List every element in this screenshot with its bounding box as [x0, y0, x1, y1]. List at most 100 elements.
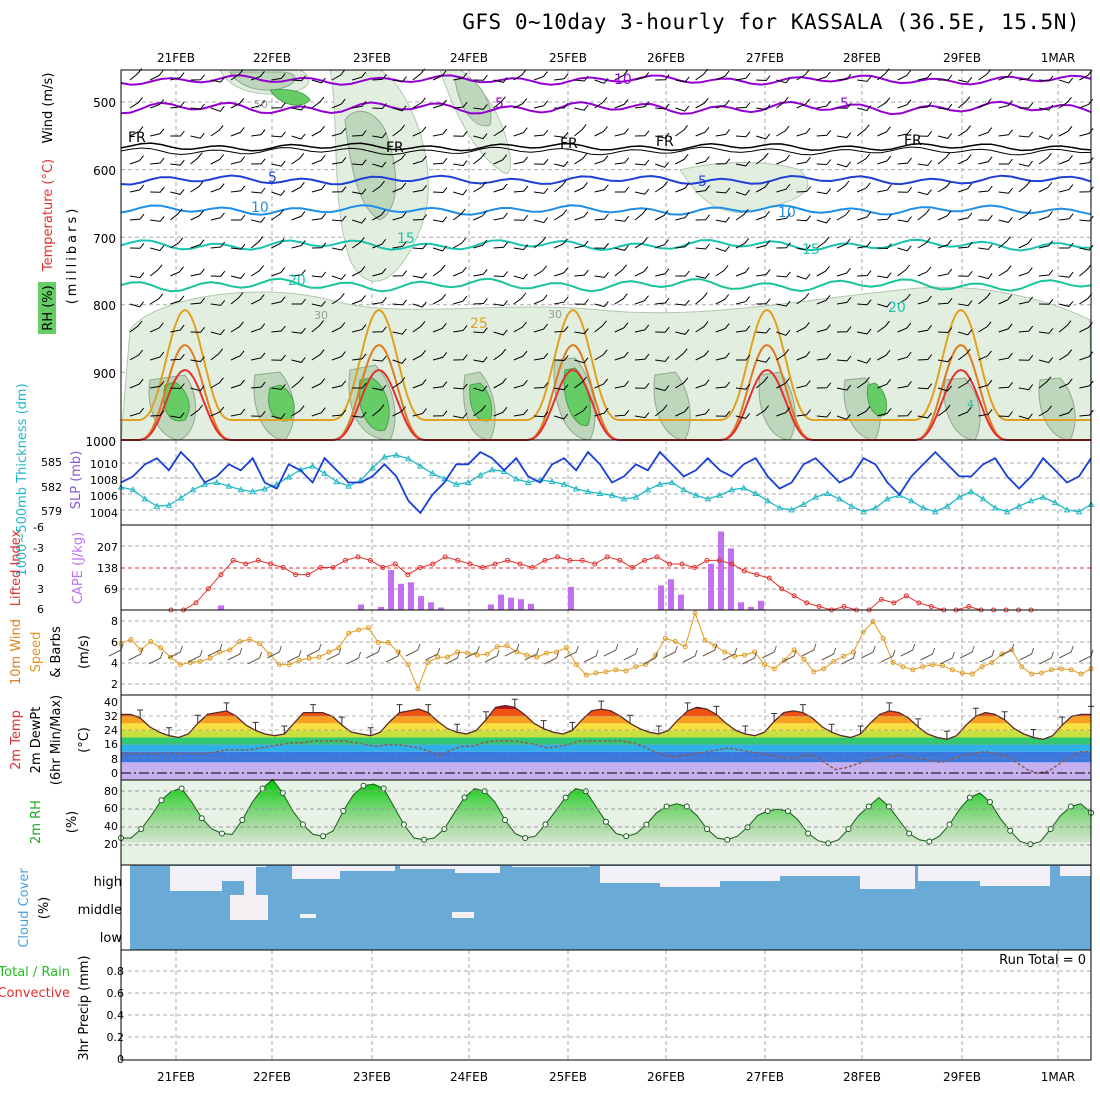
- wind-barb: [493, 406, 508, 417]
- wind-barb-10m: [385, 649, 401, 663]
- wind-barb-10m: [445, 651, 460, 665]
- wind-barb: [594, 77, 609, 84]
- cape-bar: [738, 602, 744, 610]
- contour-label: FR: [386, 140, 404, 156]
- rh-shade-green: [269, 89, 311, 106]
- wind-barb: [352, 382, 367, 389]
- wind-barb: [715, 129, 731, 137]
- wind-barb: [453, 130, 468, 137]
- thickness-point: [848, 502, 855, 509]
- upper-air-panel: [120, 68, 1094, 441]
- wind-barb: [634, 266, 649, 277]
- ylabel-rh-units: (%): [65, 811, 80, 834]
- lifted-index-point: [517, 561, 523, 567]
- thickness-point: [500, 467, 508, 474]
- thickness-point: [704, 495, 712, 502]
- wind-barb: [634, 101, 650, 109]
- pressure-tick: 600: [93, 164, 116, 178]
- wind-barb: [655, 268, 670, 277]
- wind-barb: [553, 180, 567, 193]
- cloud-high-gap: [340, 866, 395, 871]
- wind-barb: [190, 356, 205, 363]
- thickness-point: [201, 480, 209, 487]
- wind-speed-point: [257, 641, 263, 647]
- wind-barb: [998, 294, 1013, 305]
- wind-barb: [473, 356, 488, 363]
- wind-barb: [675, 329, 690, 335]
- wind-barb: [473, 74, 488, 81]
- rh-shade-green: [866, 382, 888, 417]
- wind-barb: [796, 127, 811, 137]
- wind-barb: [1038, 104, 1054, 111]
- wind-speed-point: [346, 630, 352, 636]
- pressure-tick: 800: [93, 299, 116, 313]
- wind-barb: [735, 296, 751, 305]
- wind-barb: [150, 380, 165, 389]
- wind-barb: [978, 185, 993, 193]
- wind-barb: [958, 183, 973, 193]
- wind-barb: [816, 129, 832, 137]
- wind-barb: [311, 378, 326, 389]
- wind-barb: [655, 103, 670, 110]
- wind-barb: [574, 104, 589, 111]
- wind-speed-point: [692, 610, 698, 616]
- wind-barb: [331, 380, 347, 389]
- wind-barb: [715, 410, 731, 417]
- wind-barb: [776, 213, 791, 221]
- wind-barb: [190, 268, 205, 277]
- wind-barb: [533, 265, 547, 277]
- wind-barb: [978, 273, 993, 280]
- lifted-index-point: [467, 561, 473, 567]
- lifted-index-point: [878, 596, 884, 602]
- wind-barb: [230, 68, 244, 81]
- ylabel-rh: RH (%): [41, 285, 56, 330]
- wind-barb: [311, 125, 325, 137]
- date-bottom: 26FEB: [647, 1070, 685, 1084]
- wind-barb: [150, 186, 165, 193]
- wind-barb: [655, 385, 670, 392]
- wind-barb: [553, 238, 568, 249]
- thickness-point: [896, 491, 903, 498]
- wind-barb: [655, 297, 670, 305]
- wind-barb-10m: [643, 651, 658, 665]
- slp-thickness-panel: [117, 450, 1095, 515]
- thickness-point: [788, 506, 795, 513]
- wind-barb: [715, 352, 730, 361]
- wind-barb: [1059, 184, 1074, 193]
- wind-barb: [594, 97, 608, 109]
- ylabel-thickness: 1000~500mb Thickness (dm): [15, 383, 30, 576]
- temp-minmax-whisker: [367, 727, 374, 736]
- wind-barb: [392, 182, 407, 193]
- wind-barb: [897, 381, 912, 389]
- wind-barb: [453, 160, 468, 167]
- wind-speed-point: [613, 667, 619, 673]
- lifted-index-point: [841, 604, 847, 609]
- wind-barb: [533, 71, 548, 81]
- wind-barb: [634, 382, 650, 389]
- wind-barb: [271, 73, 286, 81]
- wind-barb: [533, 352, 549, 361]
- wind-barb-10m: [900, 643, 916, 657]
- wind-barb: [251, 352, 266, 361]
- wind-barb: [352, 353, 367, 361]
- rh-point: [885, 803, 892, 810]
- wind-barb: [877, 184, 892, 193]
- wind-barb: [695, 292, 708, 305]
- wind-barb: [453, 325, 468, 333]
- wind-barb: [1079, 186, 1094, 193]
- wind-barb: [190, 297, 205, 305]
- li-tick: -6: [33, 521, 44, 534]
- thickness-point: [908, 497, 915, 504]
- wind-barb: [271, 102, 286, 109]
- wind-barb: [513, 321, 527, 333]
- date-bottom: 29FEB: [943, 1070, 981, 1084]
- wind-speed-point: [237, 639, 243, 644]
- wind-barb: [251, 410, 266, 417]
- lifted-index-point: [205, 586, 211, 592]
- wind-barb: [432, 381, 448, 389]
- wind-barb-10m: [702, 643, 718, 657]
- wind-barb: [352, 100, 367, 109]
- wind-barb: [1058, 320, 1072, 333]
- wind-barb: [938, 74, 953, 81]
